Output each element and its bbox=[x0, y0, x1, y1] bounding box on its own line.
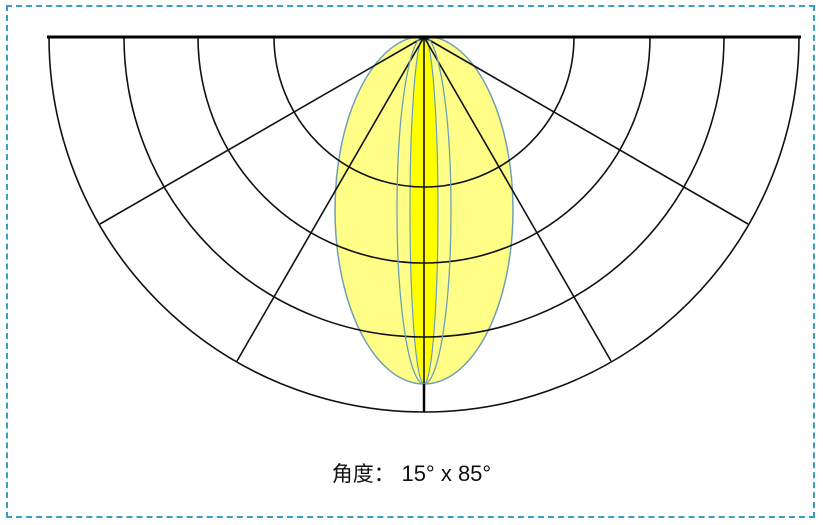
radial-line-30 bbox=[99, 36, 425, 225]
polar-grid bbox=[48, 36, 800, 413]
angle-caption-value: 15° x 85° bbox=[401, 461, 492, 486]
angle-caption: 角度： 15° x 85° bbox=[0, 458, 823, 488]
angle-caption-label: 角度： bbox=[331, 462, 395, 486]
radial-line-60 bbox=[236, 36, 425, 362]
dashed-frame bbox=[6, 5, 815, 518]
radial-line-120 bbox=[423, 36, 612, 362]
radial-line-150 bbox=[423, 36, 749, 225]
